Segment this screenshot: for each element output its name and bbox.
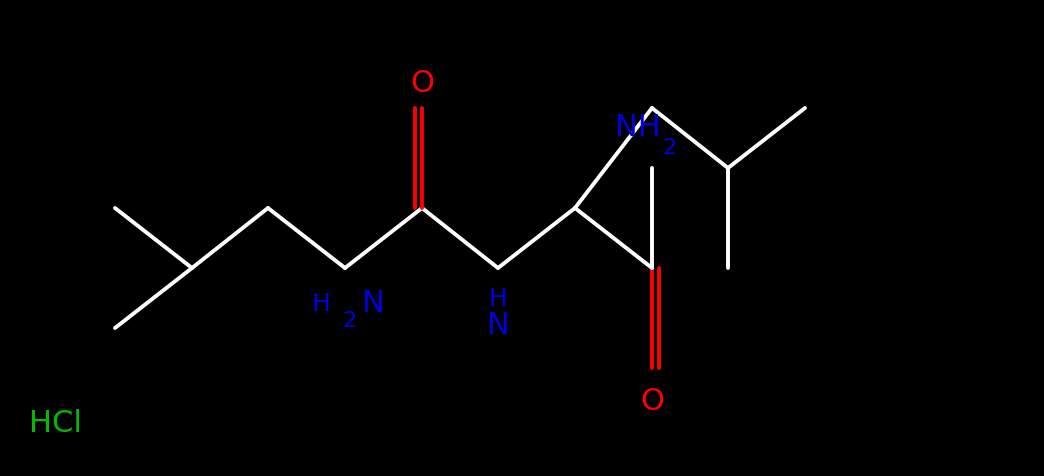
- Text: O: O: [640, 387, 664, 416]
- Text: O: O: [410, 69, 434, 99]
- Text: NH: NH: [615, 113, 661, 142]
- Text: N: N: [487, 311, 509, 340]
- Text: H: H: [489, 287, 507, 311]
- Text: H: H: [311, 292, 330, 316]
- Text: 2: 2: [342, 311, 356, 331]
- Text: HCl: HCl: [28, 409, 81, 438]
- Text: N: N: [362, 289, 385, 318]
- Text: 2: 2: [662, 138, 677, 158]
